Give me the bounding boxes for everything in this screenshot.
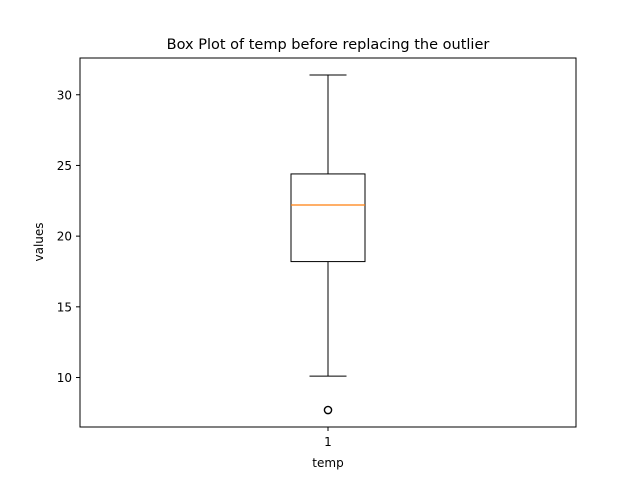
- y-axis-label: values: [32, 222, 46, 261]
- iqr-box: [290, 173, 366, 263]
- x-tick-label: 1: [324, 435, 332, 449]
- box-series: [290, 74, 366, 415]
- x-axis-label: temp: [312, 456, 343, 470]
- chart-title: Box Plot of temp before replacing the ou…: [167, 37, 490, 53]
- y-tick-label: 15: [57, 300, 72, 314]
- box-group: [290, 74, 366, 415]
- outlier-point: [323, 405, 333, 415]
- y-tick-label: 20: [57, 230, 72, 244]
- x-axis: 1: [324, 427, 332, 449]
- y-tick-label: 25: [57, 159, 72, 173]
- y-tick-label: 30: [57, 88, 72, 102]
- y-axis: 10 15 20 25 30: [57, 88, 80, 385]
- y-tick-label: 10: [57, 371, 72, 385]
